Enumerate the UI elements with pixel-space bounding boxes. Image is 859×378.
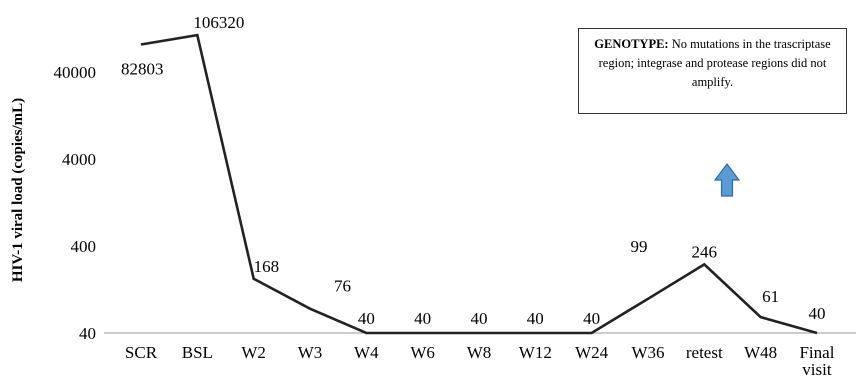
x-tick-label: W48 [744,343,777,362]
genotype-title: GENOTYPE: [594,37,669,51]
x-tick-label: W4 [354,343,379,362]
genotype-annotation-box: GENOTYPE: No mutations in the trascripta… [578,28,847,114]
x-tick-label: W36 [631,343,664,362]
data-label: 40 [527,309,544,328]
x-tick-label: W3 [298,343,323,362]
x-tick-label: BSL [182,343,213,362]
up-arrow-icon [713,163,741,197]
x-tick-label: SCR [125,343,158,362]
x-tick-label: W12 [519,343,552,362]
data-label: 82803 [121,60,164,79]
data-label: 40 [583,309,600,328]
data-label: 106320 [193,13,244,32]
data-label: 40 [414,309,431,328]
y-tick-label: 4000 [62,150,96,169]
data-label: 40 [470,309,487,328]
x-tick-labels: SCR BSL W2 W3 W4 W6 W8 W12 W24 W36 retest W48 Final v… [125,343,835,378]
x-tick-label: retest [686,343,723,362]
x-tick-label: W2 [241,343,266,362]
x-tick-label: Final visit [799,343,834,378]
data-label: 40 [808,304,825,323]
x-tick-label: W24 [575,343,609,362]
series-line-group [140,33,818,335]
x-tick-label: W8 [467,343,492,362]
data-label: 246 [692,242,718,261]
y-tick-label: 400 [71,237,97,256]
genotype-text: No mutations in the trascriptase region;… [598,37,831,89]
y-tick-labels: 40 400 4000 40000 [54,63,97,343]
data-label: 168 [254,257,280,276]
data-label: 99 [630,237,647,256]
data-labels: 82803 106320 168 76 40 40 40 40 40 99 246 61 40 [121,13,825,328]
y-tick-label: 40 [79,324,96,343]
data-label: 76 [334,277,351,296]
data-label: 61 [762,287,779,306]
y-tick-label: 40000 [54,63,97,82]
y-axis-label: HIV-1 viral load (copies/mL) [10,98,26,282]
up-arrow-shape [713,163,741,197]
data-label: 40 [358,309,375,328]
x-tick-label: W6 [410,343,435,362]
